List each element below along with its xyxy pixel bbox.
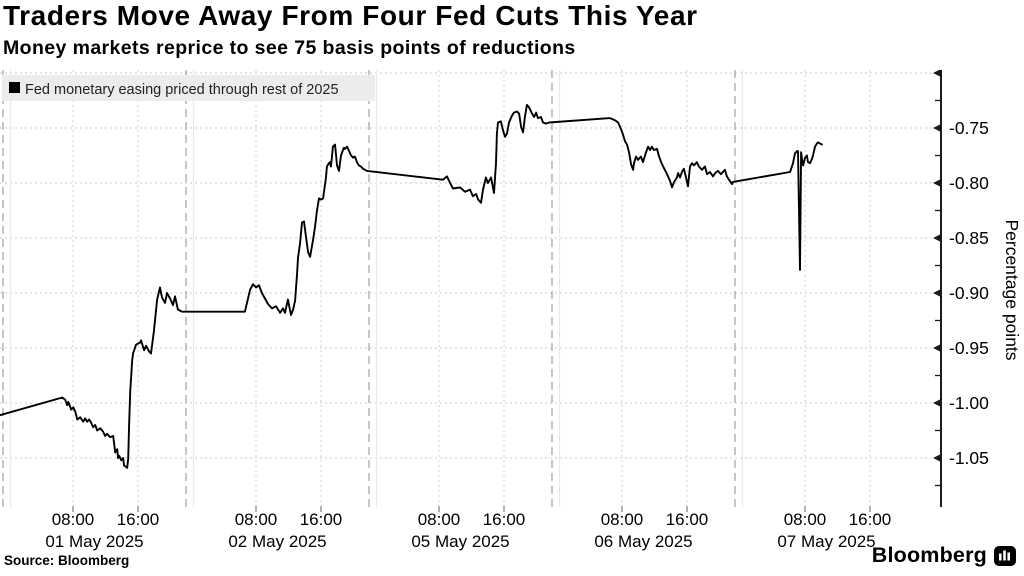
y-major-tick — [933, 289, 940, 297]
y-tick-label: -0.85 — [949, 228, 989, 248]
y-tick-label: -0.95 — [949, 338, 989, 358]
y-major-tick — [933, 234, 940, 242]
legend: Fed monetary easing priced through rest … — [2, 75, 375, 101]
x-time-label: 16:00 — [666, 510, 709, 529]
y-tick-label: -1.05 — [949, 448, 989, 468]
x-date-label: 02 May 2025 — [228, 532, 326, 551]
y-tick-label: -0.75 — [949, 118, 989, 138]
y-major-tick — [933, 124, 940, 132]
x-date-label: 05 May 2025 — [411, 532, 509, 551]
x-axis-labels: 08:00 16:00 01 May 2025 08:00 16:00 02 May 20… — [45, 510, 891, 551]
x-date-label: 06 May 2025 — [594, 532, 692, 551]
bloomberg-wordmark: Bloomberg — [871, 543, 987, 567]
bloomberg-logo: Bloomberg — [872, 543, 1016, 568]
x-time-label: 16:00 — [483, 510, 526, 529]
series-line — [0, 103, 823, 469]
y-major-tick — [933, 454, 940, 462]
x-time-label: 08:00 — [52, 510, 95, 529]
y-major-tick — [933, 344, 940, 352]
y-axis-title: Percentage points — [1002, 219, 1022, 360]
x-time-label: 16:00 — [300, 510, 343, 529]
legend-background — [2, 75, 375, 101]
page-subtitle: Money markets reprice to see 75 basis po… — [3, 37, 576, 59]
x-time-label: 16:00 — [117, 510, 160, 529]
x-time-label: 08:00 — [601, 510, 644, 529]
x-time-label: 08:00 — [784, 510, 827, 529]
x-date-label: 01 May 2025 — [45, 532, 143, 551]
legend-label: Fed monetary easing priced through rest … — [25, 82, 339, 98]
page-title: Traders Move Away From Four Fed Cuts Thi… — [3, 0, 698, 31]
y-axis: -0.75 -0.80 -0.85 -0.90 -0.95 -1.00 -1.05 Perce… — [933, 69, 1022, 507]
x-time-label: 16:00 — [849, 510, 892, 529]
y-major-tick — [933, 399, 940, 407]
legend-series-marker — [9, 82, 20, 93]
y-tick-label: -0.80 — [949, 173, 989, 193]
y-major-tick — [933, 179, 940, 187]
x-time-label: 08:00 — [418, 510, 461, 529]
y-tick-label: -1.00 — [949, 393, 989, 413]
x-time-label: 08:00 — [235, 510, 278, 529]
x-date-label: 07 May 2025 — [777, 532, 875, 551]
gridlines — [0, 70, 940, 512]
bloomberg-bars-icon — [994, 545, 1016, 566]
source-attribution: Source: Bloomberg — [4, 553, 130, 568]
y-tick-label: -0.90 — [949, 283, 989, 303]
y-major-tick — [933, 69, 940, 77]
